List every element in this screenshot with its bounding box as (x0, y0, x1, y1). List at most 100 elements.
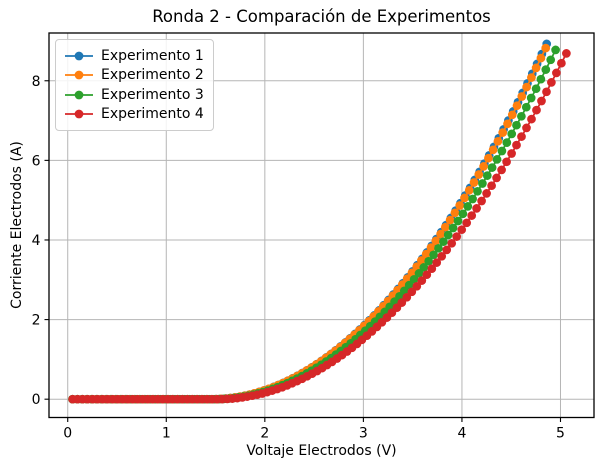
data-point (531, 84, 541, 94)
data-point (492, 155, 502, 164)
data-point (412, 281, 422, 291)
data-point (421, 249, 431, 259)
data-point (492, 173, 501, 183)
data-point (419, 263, 429, 272)
data-point (512, 120, 521, 130)
data-point (469, 178, 479, 187)
legend-entry-experimento-4: Experimento 4 (64, 105, 204, 125)
data-point (407, 287, 417, 297)
data-point (497, 146, 507, 156)
data-point (409, 274, 419, 284)
data-point (442, 245, 452, 255)
x-tick-label: 1 (162, 426, 171, 442)
x-tick-label: 3 (359, 426, 368, 442)
data-point (468, 194, 477, 204)
data-point (434, 243, 443, 253)
data-point (467, 211, 477, 220)
y-tick-label: 2 (32, 313, 41, 329)
data-point (531, 63, 541, 73)
data-point (527, 73, 536, 82)
data-point (458, 209, 468, 219)
data-point (562, 49, 571, 58)
data-point (482, 171, 492, 180)
data-point (462, 218, 472, 228)
y-axis-label: Corriente Electrodos (A) (9, 141, 25, 309)
legend-marker-icon (65, 70, 93, 80)
data-point (457, 225, 467, 235)
data-point (473, 186, 482, 196)
data-point (452, 232, 462, 241)
data-point (517, 92, 527, 101)
data-point (463, 202, 473, 211)
data-point (460, 193, 469, 203)
data-point (527, 114, 536, 124)
y-tick-label: 6 (32, 153, 41, 169)
data-point (436, 229, 445, 239)
data-point (522, 123, 531, 133)
data-point (502, 138, 512, 147)
x-tick-label: 5 (556, 426, 565, 442)
data-point (402, 292, 412, 302)
data-point (497, 165, 506, 175)
data-point (445, 215, 455, 225)
data-point (532, 105, 541, 115)
data-point (455, 201, 465, 210)
y-tick-label: 0 (32, 392, 41, 408)
data-point (443, 230, 453, 240)
data-point (488, 145, 498, 155)
data-point (482, 189, 491, 198)
data-point (498, 128, 508, 137)
data-point (557, 58, 566, 68)
axes-spines (48, 32, 595, 419)
data-point (493, 136, 503, 146)
legend-label: Experimento 4 (101, 106, 204, 123)
data-point (551, 45, 560, 55)
y-tick-label: 8 (32, 74, 41, 90)
data-point (536, 53, 546, 63)
data-point (502, 157, 511, 167)
data-point (546, 55, 556, 65)
x-axis-label: Voltaje Electrodos (V) (246, 443, 397, 459)
data-point (512, 101, 522, 111)
data-point (422, 270, 432, 280)
legend-label: Experimento 3 (101, 86, 204, 103)
data-point (517, 132, 526, 141)
data-point (447, 238, 457, 248)
data-point (552, 68, 561, 78)
data-point (487, 181, 496, 191)
data-point (521, 102, 531, 112)
data-point (448, 223, 458, 233)
data-point (526, 93, 536, 103)
data-point (487, 163, 497, 172)
legend-marker-icon (65, 109, 93, 119)
data-point (547, 78, 556, 87)
data-point (426, 243, 436, 252)
legend-label: Experimento 1 (101, 47, 204, 64)
x-tick-label: 4 (457, 426, 466, 442)
legend-entry-experimento-2: Experimento 2 (64, 66, 204, 86)
data-point (541, 43, 551, 53)
data-point (477, 196, 486, 206)
data-point (429, 250, 438, 260)
x-tick-label: 2 (260, 426, 269, 442)
legend-entry-experimento-3: Experimento 3 (64, 85, 204, 105)
data-point (432, 258, 442, 267)
data-point (478, 179, 487, 188)
data-point (472, 204, 481, 213)
data-point (414, 269, 424, 278)
x-tick-label: 0 (63, 426, 72, 442)
data-point (507, 129, 517, 139)
data-point (507, 110, 517, 120)
data-point (541, 65, 551, 74)
data-point (484, 153, 493, 163)
data-point (536, 74, 546, 84)
data-point (464, 185, 474, 195)
legend: Experimento 1 Experimento 2 Experimento 3 E… (55, 39, 214, 131)
data-point (517, 111, 526, 121)
data-point (417, 276, 427, 285)
legend-marker-icon (65, 90, 93, 100)
data-point (450, 208, 460, 218)
data-point (479, 162, 488, 171)
